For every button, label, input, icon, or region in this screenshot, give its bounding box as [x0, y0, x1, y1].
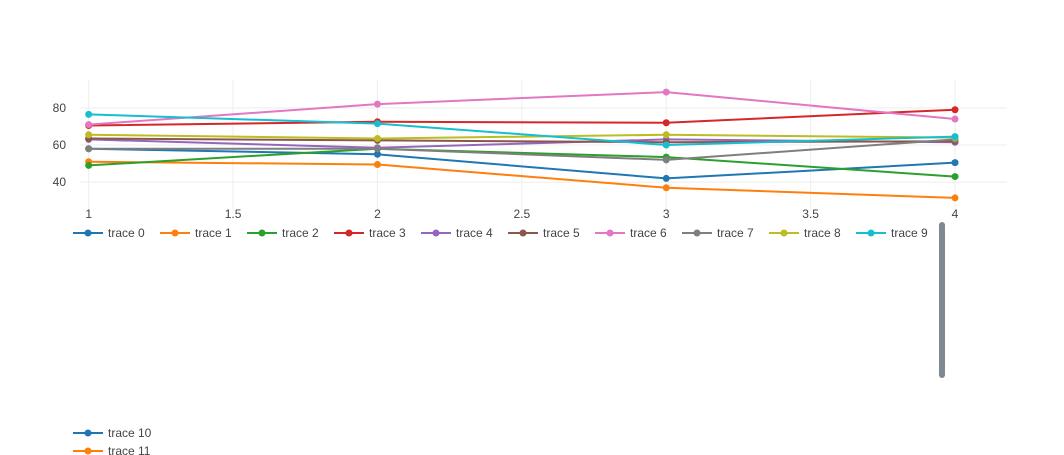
legend-label: trace 11: [108, 444, 151, 455]
data-point[interactable]: [373, 150, 381, 158]
legend-label: trace 0: [108, 226, 145, 240]
legend-marker: [693, 229, 701, 237]
legend-marker: [606, 229, 614, 237]
series-line: [88, 160, 956, 199]
legend-label: trace 7: [717, 226, 754, 240]
legend-marker: [519, 229, 527, 237]
legend-label: trace 6: [630, 226, 667, 240]
data-point[interactable]: [85, 161, 93, 169]
legend-marker: [84, 447, 92, 455]
legend-item-trace-2[interactable]: trace 2: [247, 226, 319, 240]
legend-marker: [171, 229, 179, 237]
x-tick-label: 1: [85, 207, 92, 221]
legend-marker: [780, 229, 788, 237]
data-point[interactable]: [373, 120, 381, 128]
data-point[interactable]: [951, 159, 959, 167]
series-line: [88, 91, 956, 126]
legend-item-trace-4[interactable]: trace 4: [421, 226, 493, 240]
x-tick-label: 4: [952, 207, 959, 221]
y-tick-label: 80: [53, 101, 67, 115]
legend-label: trace 4: [456, 226, 493, 240]
legend-marker: [258, 229, 266, 237]
legend-label: trace 5: [543, 226, 580, 240]
legend-item-trace-10[interactable]: trace 10: [73, 426, 152, 440]
data-point[interactable]: [951, 106, 959, 114]
data-point[interactable]: [951, 173, 959, 181]
legend-item-trace-9[interactable]: trace 9: [856, 226, 928, 240]
x-tick-label: 3: [663, 207, 670, 221]
data-point[interactable]: [662, 156, 670, 164]
data-point[interactable]: [85, 121, 93, 129]
legend-item-trace-6[interactable]: trace 6: [595, 226, 667, 240]
legend-item-trace-7[interactable]: trace 7: [682, 226, 754, 240]
data-point[interactable]: [951, 194, 959, 202]
x-tick-label: 2.5: [513, 207, 530, 221]
data-point[interactable]: [662, 141, 670, 149]
series-line: [88, 108, 956, 127]
data-point[interactable]: [85, 145, 93, 153]
y-tick-label: 40: [53, 175, 67, 189]
legend-label: trace 2: [282, 226, 319, 240]
legend-marker: [867, 229, 875, 237]
legend-item-trace-11[interactable]: trace 11: [73, 444, 151, 455]
data-point[interactable]: [373, 145, 381, 153]
y-tick-label: 60: [53, 138, 67, 152]
series-line: [88, 138, 956, 161]
x-axis-ticks: 1 1.5 2 2.5 3 3.5 4: [85, 207, 958, 221]
series-line: [88, 147, 956, 178]
legend[interactable]: trace 0 trace 1 trace 2 trace 3 trace 4 trace…: [73, 226, 928, 455]
legend-marker: [84, 229, 92, 237]
legend-item-trace-8[interactable]: trace 8: [769, 226, 841, 240]
series-layer: [85, 88, 959, 202]
legend-marker: [84, 429, 92, 437]
legend-item-trace-1[interactable]: trace 1: [160, 226, 232, 240]
series-line: [88, 133, 956, 140]
series-9: [85, 110, 959, 149]
legend-item-trace-0[interactable]: trace 0: [73, 226, 145, 240]
x-tick-label: 1.5: [225, 207, 242, 221]
y-grid: [80, 107, 1007, 183]
x-tick-label: 2: [374, 207, 381, 221]
data-point[interactable]: [662, 131, 670, 139]
series-line: [88, 113, 956, 146]
legend-item-trace-3[interactable]: trace 3: [334, 226, 406, 240]
legend-label: trace 8: [804, 226, 841, 240]
legend-marker: [345, 229, 353, 237]
legend-scrollbar[interactable]: [939, 222, 945, 378]
data-point[interactable]: [85, 110, 93, 118]
x-tick-label: 3.5: [802, 207, 819, 221]
data-point[interactable]: [951, 115, 959, 123]
data-point[interactable]: [85, 131, 93, 139]
data-point[interactable]: [662, 119, 670, 127]
legend-marker: [432, 229, 440, 237]
data-point[interactable]: [662, 88, 670, 96]
legend-label: trace 1: [195, 226, 232, 240]
legend-label: trace 3: [369, 226, 406, 240]
legend-item-trace-5[interactable]: trace 5: [508, 226, 580, 240]
data-point[interactable]: [373, 100, 381, 108]
data-point[interactable]: [951, 133, 959, 141]
data-point[interactable]: [373, 161, 381, 168]
legend-label: trace 9: [891, 226, 928, 240]
data-point[interactable]: [373, 135, 381, 142]
data-point[interactable]: [662, 174, 670, 182]
y-axis-ticks: 40 60 80: [53, 101, 67, 189]
data-point[interactable]: [662, 184, 670, 192]
series-6: [85, 88, 959, 129]
legend-label: trace 10: [108, 426, 152, 440]
series-line: [88, 147, 956, 180]
